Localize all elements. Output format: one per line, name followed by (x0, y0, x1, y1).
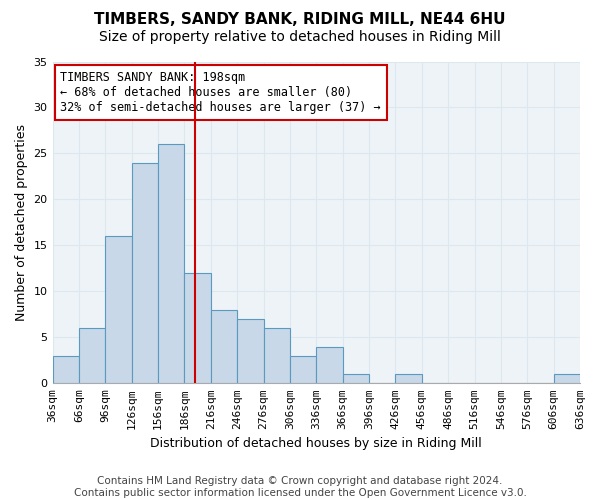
Bar (554, 374, 580, 384)
Bar (53, 356, 79, 384)
Bar (343, 374, 369, 384)
Text: TIMBERS, SANDY BANK, RIDING MILL, NE44 6HU: TIMBERS, SANDY BANK, RIDING MILL, NE44 6… (94, 12, 506, 28)
Bar (263, 328, 290, 384)
Bar (131, 162, 158, 384)
Text: TIMBERS SANDY BANK: 198sqm
← 68% of detached houses are smaller (80)
32% of semi: TIMBERS SANDY BANK: 198sqm ← 68% of deta… (61, 71, 381, 114)
Bar (316, 346, 343, 384)
X-axis label: Distribution of detached houses by size in Riding Mill: Distribution of detached houses by size … (151, 437, 482, 450)
Bar (105, 236, 131, 384)
Bar (290, 356, 316, 384)
Bar (184, 273, 211, 384)
Bar (237, 319, 263, 384)
Bar (395, 374, 422, 384)
Y-axis label: Number of detached properties: Number of detached properties (15, 124, 28, 321)
Bar (211, 310, 237, 384)
Bar (79, 328, 105, 384)
Bar (158, 144, 184, 384)
Text: Contains HM Land Registry data © Crown copyright and database right 2024.
Contai: Contains HM Land Registry data © Crown c… (74, 476, 526, 498)
Text: Size of property relative to detached houses in Riding Mill: Size of property relative to detached ho… (99, 30, 501, 44)
